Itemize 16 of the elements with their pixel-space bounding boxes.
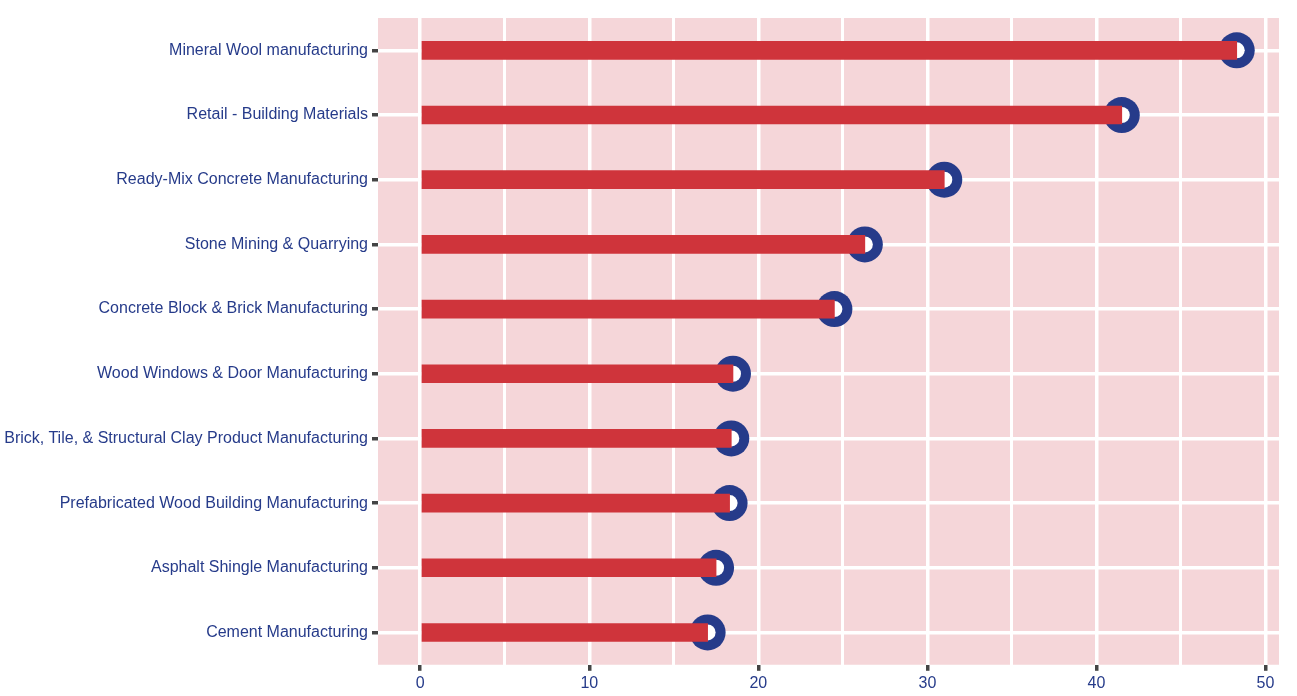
x-tick-label: 20 [749,673,768,691]
y-tick-label: Wood Windows & Door Manufacturing [97,364,368,382]
y-tick-label: Prefabricated Wood Building Manufacturing [59,493,368,511]
x-tick-label: 10 [580,673,599,691]
x-tick-label: 40 [1087,673,1106,691]
y-tick-label: Cement Manufacturing [206,622,368,640]
x-tick-label: 50 [1256,673,1275,691]
y-tick-label: Retail - Building Materials [186,105,368,123]
x-tick-label: 30 [918,673,937,691]
x-tick-label: 0 [415,673,425,691]
y-tick-label: Brick, Tile, & Structural Clay Product Manufacturing [4,428,368,446]
y-tick-label: Ready-Mix Concrete Manufacturing [116,170,368,188]
y-tick-label: Stone Mining & Quarrying [184,234,368,252]
y-tick-label: Concrete Block & Brick Manufacturing [98,299,368,317]
y-tick-label: Mineral Wool manufacturing [169,40,368,58]
y-tick-label: Asphalt Shingle Manufacturing [150,558,368,576]
